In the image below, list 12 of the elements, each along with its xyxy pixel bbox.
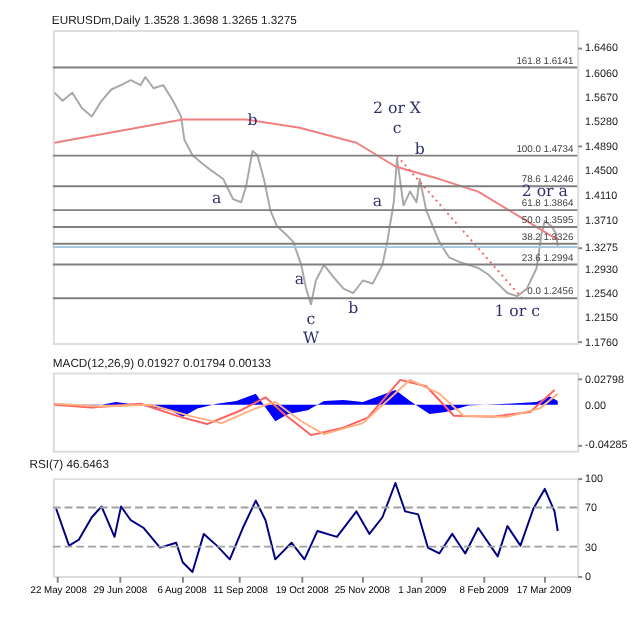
annotation: 2 or X <box>373 99 422 118</box>
annotation: c <box>306 309 317 328</box>
annotation: b <box>348 298 359 317</box>
line-series <box>55 482 559 574</box>
annotation: a <box>372 192 383 211</box>
annotation: 2 or a <box>521 181 569 200</box>
annotation: 1 or c <box>494 301 542 320</box>
annotation: b <box>414 139 425 158</box>
annotation: a <box>294 270 305 289</box>
annotation: a <box>211 189 222 208</box>
annotation: c <box>392 118 403 137</box>
annotation: W <box>302 329 320 348</box>
